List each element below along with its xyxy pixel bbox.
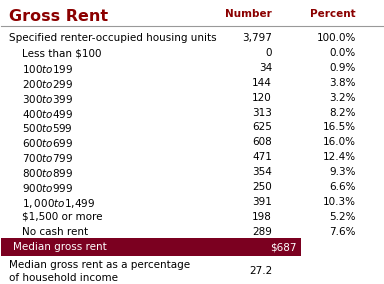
Text: 250: 250 — [252, 182, 272, 192]
Text: 8.2%: 8.2% — [329, 108, 356, 118]
Text: 16.5%: 16.5% — [323, 122, 356, 132]
Text: 0.9%: 0.9% — [329, 63, 356, 73]
Text: 3.2%: 3.2% — [329, 93, 356, 103]
Text: $700 to $799: $700 to $799 — [22, 152, 74, 164]
Text: No cash rent: No cash rent — [22, 227, 88, 237]
Text: $687: $687 — [270, 242, 297, 252]
Text: $500 to $599: $500 to $599 — [22, 122, 73, 134]
Text: 144: 144 — [252, 78, 272, 88]
Text: $400 to $499: $400 to $499 — [22, 108, 74, 120]
Text: 10.3%: 10.3% — [323, 197, 356, 207]
Text: 0: 0 — [266, 48, 272, 58]
Text: $900 to $999: $900 to $999 — [22, 182, 74, 194]
Text: Median gross rent as a percentage
of household income: Median gross rent as a percentage of hou… — [9, 260, 190, 283]
Text: Number: Number — [225, 9, 272, 19]
FancyBboxPatch shape — [2, 238, 301, 256]
Text: $600 to $699: $600 to $699 — [22, 137, 74, 149]
Text: 625: 625 — [252, 122, 272, 132]
Text: 9.3%: 9.3% — [329, 167, 356, 177]
Text: Specified renter-occupied housing units: Specified renter-occupied housing units — [9, 34, 217, 43]
Text: 120: 120 — [252, 93, 272, 103]
Text: 16.0%: 16.0% — [323, 137, 356, 147]
Text: $1,000 to $1,499: $1,000 to $1,499 — [22, 197, 96, 210]
Text: 289: 289 — [252, 227, 272, 237]
Text: $800 to $899: $800 to $899 — [22, 167, 74, 179]
Text: 100.0%: 100.0% — [316, 34, 356, 43]
Text: 7.6%: 7.6% — [329, 227, 356, 237]
Text: 5.2%: 5.2% — [329, 212, 356, 222]
Text: Less than $100: Less than $100 — [22, 48, 102, 58]
Text: 608: 608 — [252, 137, 272, 147]
Text: 3.8%: 3.8% — [329, 78, 356, 88]
Text: 471: 471 — [252, 152, 272, 162]
Text: 354: 354 — [252, 167, 272, 177]
Text: 313: 313 — [252, 108, 272, 118]
Text: $1,500 or more: $1,500 or more — [22, 212, 103, 222]
Text: $200 to $299: $200 to $299 — [22, 78, 73, 90]
Text: Gross Rent: Gross Rent — [9, 9, 108, 24]
Text: Percent: Percent — [310, 9, 356, 19]
Text: 0.0%: 0.0% — [330, 48, 356, 58]
Text: 34: 34 — [259, 63, 272, 73]
Text: 12.4%: 12.4% — [323, 152, 356, 162]
Text: 6.6%: 6.6% — [329, 182, 356, 192]
Text: 3,797: 3,797 — [242, 34, 272, 43]
Text: 391: 391 — [252, 197, 272, 207]
Text: 198: 198 — [252, 212, 272, 222]
Text: $100 to $199: $100 to $199 — [22, 63, 74, 75]
Text: 27.2: 27.2 — [249, 266, 272, 276]
Text: $300 to $399: $300 to $399 — [22, 93, 74, 105]
Text: Median gross rent: Median gross rent — [13, 242, 107, 252]
